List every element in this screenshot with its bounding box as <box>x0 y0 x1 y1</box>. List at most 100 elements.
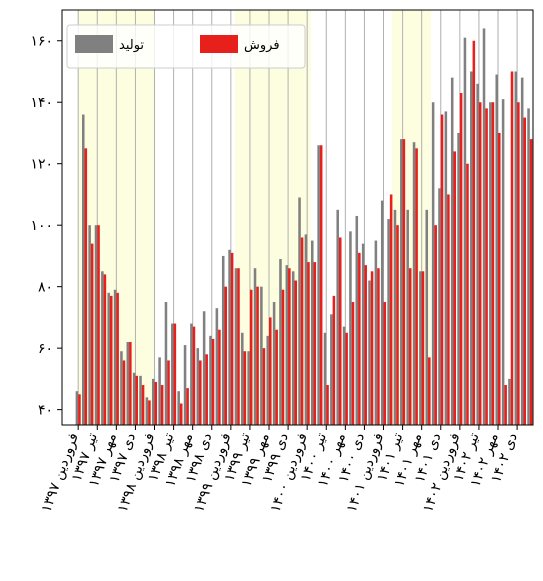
bar <box>291 271 295 425</box>
bar <box>345 332 348 425</box>
bar <box>199 360 202 425</box>
bar <box>101 271 104 425</box>
bar <box>393 209 397 425</box>
bar <box>323 332 327 425</box>
bar <box>186 388 189 425</box>
bar <box>135 375 138 425</box>
bar <box>221 255 225 425</box>
bar <box>463 37 467 426</box>
y-tick-label: ۱۴۰ <box>30 95 53 111</box>
bar <box>495 74 499 426</box>
bar <box>361 243 365 425</box>
bar <box>241 332 244 425</box>
bar <box>288 268 291 425</box>
bar <box>330 314 333 425</box>
bar <box>498 132 501 426</box>
bar <box>237 268 240 425</box>
bar <box>211 338 215 425</box>
bar <box>90 243 94 425</box>
bar <box>285 265 289 425</box>
bar <box>527 108 530 426</box>
bar <box>218 329 221 425</box>
bar <box>75 391 79 425</box>
bar <box>243 351 247 425</box>
bar <box>440 114 444 425</box>
bar <box>514 71 518 426</box>
bar <box>139 375 142 425</box>
bar <box>262 348 266 425</box>
bar <box>319 145 323 425</box>
bar <box>520 77 524 425</box>
bar <box>472 40 476 425</box>
bar <box>517 102 520 425</box>
bar <box>313 262 317 425</box>
bar <box>294 280 298 425</box>
bar <box>444 111 448 425</box>
bar <box>94 225 98 425</box>
bar <box>510 71 514 426</box>
bar <box>81 114 85 425</box>
bar <box>349 231 352 425</box>
legend-box <box>66 24 306 69</box>
bar <box>167 360 170 425</box>
y-tick-label: ۱۶۰ <box>30 34 53 50</box>
bar <box>97 225 100 425</box>
bar <box>364 265 367 425</box>
bar <box>529 139 533 425</box>
bar <box>447 194 450 425</box>
bar <box>266 335 270 425</box>
bar <box>419 271 422 425</box>
bar <box>120 351 123 425</box>
bar <box>415 148 418 426</box>
bar <box>470 71 473 426</box>
bar <box>148 400 151 425</box>
bar <box>377 268 380 425</box>
bar <box>228 249 231 425</box>
y-tick-label: ۱۲۰ <box>30 157 53 173</box>
bar <box>113 289 117 425</box>
bar <box>281 289 285 425</box>
bar <box>389 194 393 425</box>
bar <box>154 381 158 425</box>
bar <box>132 372 136 425</box>
bar <box>523 117 527 425</box>
bar <box>78 394 81 425</box>
bar <box>478 102 482 425</box>
bar <box>317 145 320 425</box>
bar <box>336 209 339 425</box>
bar <box>126 342 130 425</box>
bar <box>434 225 437 425</box>
bar <box>332 295 336 425</box>
bar <box>129 342 132 425</box>
bar <box>396 225 399 425</box>
bar <box>387 219 390 425</box>
bar <box>145 397 149 425</box>
bar <box>402 139 406 425</box>
bar <box>272 302 276 425</box>
bar <box>342 326 346 425</box>
bar <box>230 252 234 425</box>
bar <box>408 268 412 425</box>
bar <box>183 345 187 425</box>
bar <box>275 329 278 425</box>
bar <box>260 286 263 425</box>
bar <box>224 286 228 425</box>
bar <box>476 83 479 426</box>
bar <box>84 148 88 426</box>
bar <box>485 108 488 426</box>
bar <box>173 323 177 425</box>
bar <box>103 274 107 425</box>
bar <box>358 252 361 425</box>
bar <box>412 142 416 425</box>
bar <box>109 295 113 425</box>
bar <box>370 271 374 425</box>
plot-frame <box>61 9 534 426</box>
bar <box>453 151 457 425</box>
bar <box>374 240 378 425</box>
bar <box>164 302 168 425</box>
bar <box>450 77 454 425</box>
bar <box>158 357 161 425</box>
bar <box>300 237 304 425</box>
legend-swatch <box>75 35 113 53</box>
